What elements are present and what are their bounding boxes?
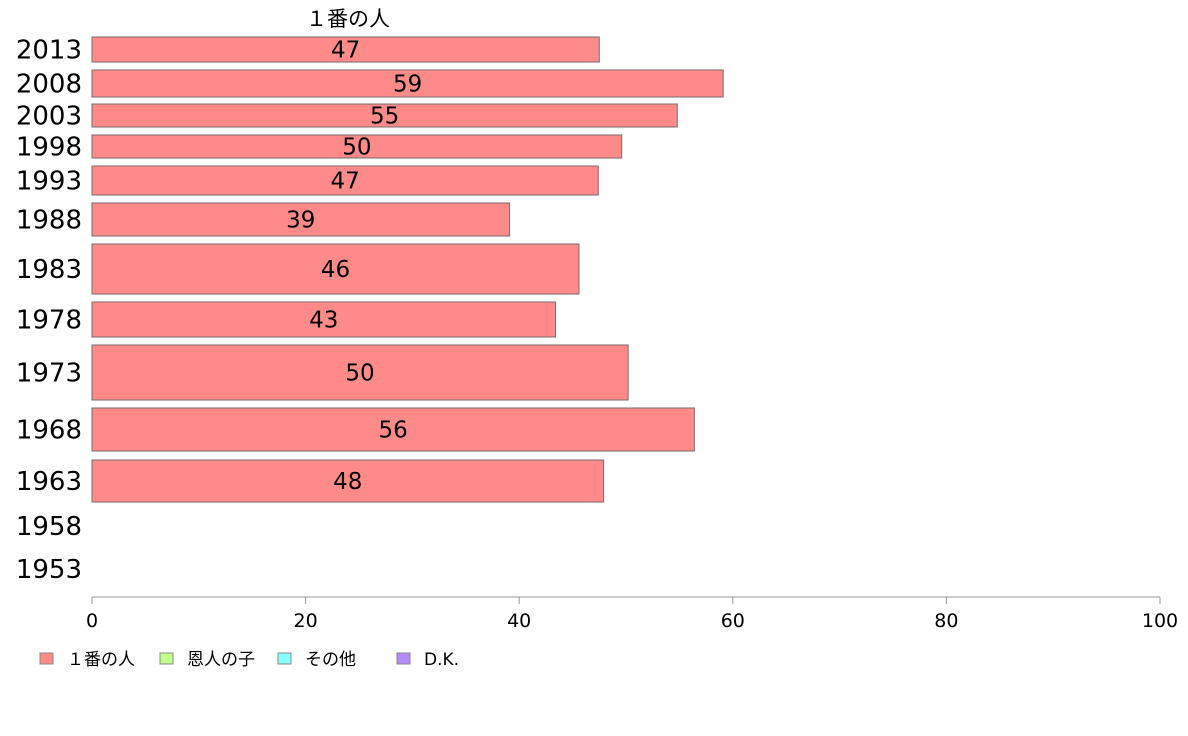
x-tick-label-40: 40 [507,610,531,632]
legend-swatch-2 [277,652,292,665]
series-title: １番の人 [306,7,390,31]
y-tick-label-1988: 1988 [16,206,82,236]
bar-1993 [91,165,599,196]
y-tick-label-1973: 1973 [16,359,82,389]
bar-value-label-2003: 55 [370,104,399,130]
bar-value-label-2013: 47 [331,38,360,64]
legend: １番の人 恩人の子 その他 D.K. [39,650,459,670]
bar-value-label-1998: 50 [342,135,371,161]
bar-2003 [91,103,678,128]
legend-swatch-0 [39,652,54,665]
bar-value-label-1978: 43 [309,308,338,334]
legend-swatch-3 [396,652,411,665]
bar-value-label-1973: 50 [345,361,374,387]
legend-swatch-1 [159,652,174,665]
x-tick-label-0: 0 [86,610,98,632]
y-tick-label-1993: 1993 [16,167,82,197]
bar-1988 [91,202,511,237]
y-tick-label-2013: 2013 [16,36,82,66]
bar-2013 [91,36,600,63]
x-tick-label-60: 60 [721,610,745,632]
bar-value-label-2008: 59 [393,72,422,98]
legend-label-1: 恩人の子 [187,650,255,670]
y-tick-label-2008: 2008 [16,70,82,100]
y-tick-label-1983: 1983 [16,255,82,285]
bar-1973 [91,344,629,401]
legend-label-3: D.K. [424,650,459,670]
y-tick-label-1998: 1998 [16,133,82,163]
y-tick-label-1953: 1953 [16,555,82,585]
bar-value-label-1968: 56 [379,418,408,444]
x-tick-label-80: 80 [934,610,958,632]
bar-1983 [91,243,580,295]
bar-1963 [91,459,605,503]
bar-value-label-1988: 39 [286,208,315,234]
bar-1998 [91,134,623,159]
bar-value-label-1963: 48 [333,469,362,495]
bar-2008 [91,69,724,98]
legend-label-0: １番の人 [67,650,135,670]
y-tick-label-1968: 1968 [16,416,82,446]
bar-value-label-1993: 47 [330,169,359,195]
y-tick-label-1978: 1978 [16,306,82,336]
x-axis: 0 20 40 60 80 100 [86,596,1178,632]
x-tick-label-100: 100 [1142,610,1178,632]
bar-1968 [91,407,695,452]
y-tick-label-2003: 2003 [16,102,82,132]
y-tick-label-1963: 1963 [16,467,82,497]
y-tick-label-1958: 1958 [16,512,82,542]
x-tick-label-20: 20 [294,610,318,632]
bar-value-label-1983: 46 [321,257,350,283]
bar-1978 [91,301,557,338]
legend-label-2: その他 [305,650,356,670]
